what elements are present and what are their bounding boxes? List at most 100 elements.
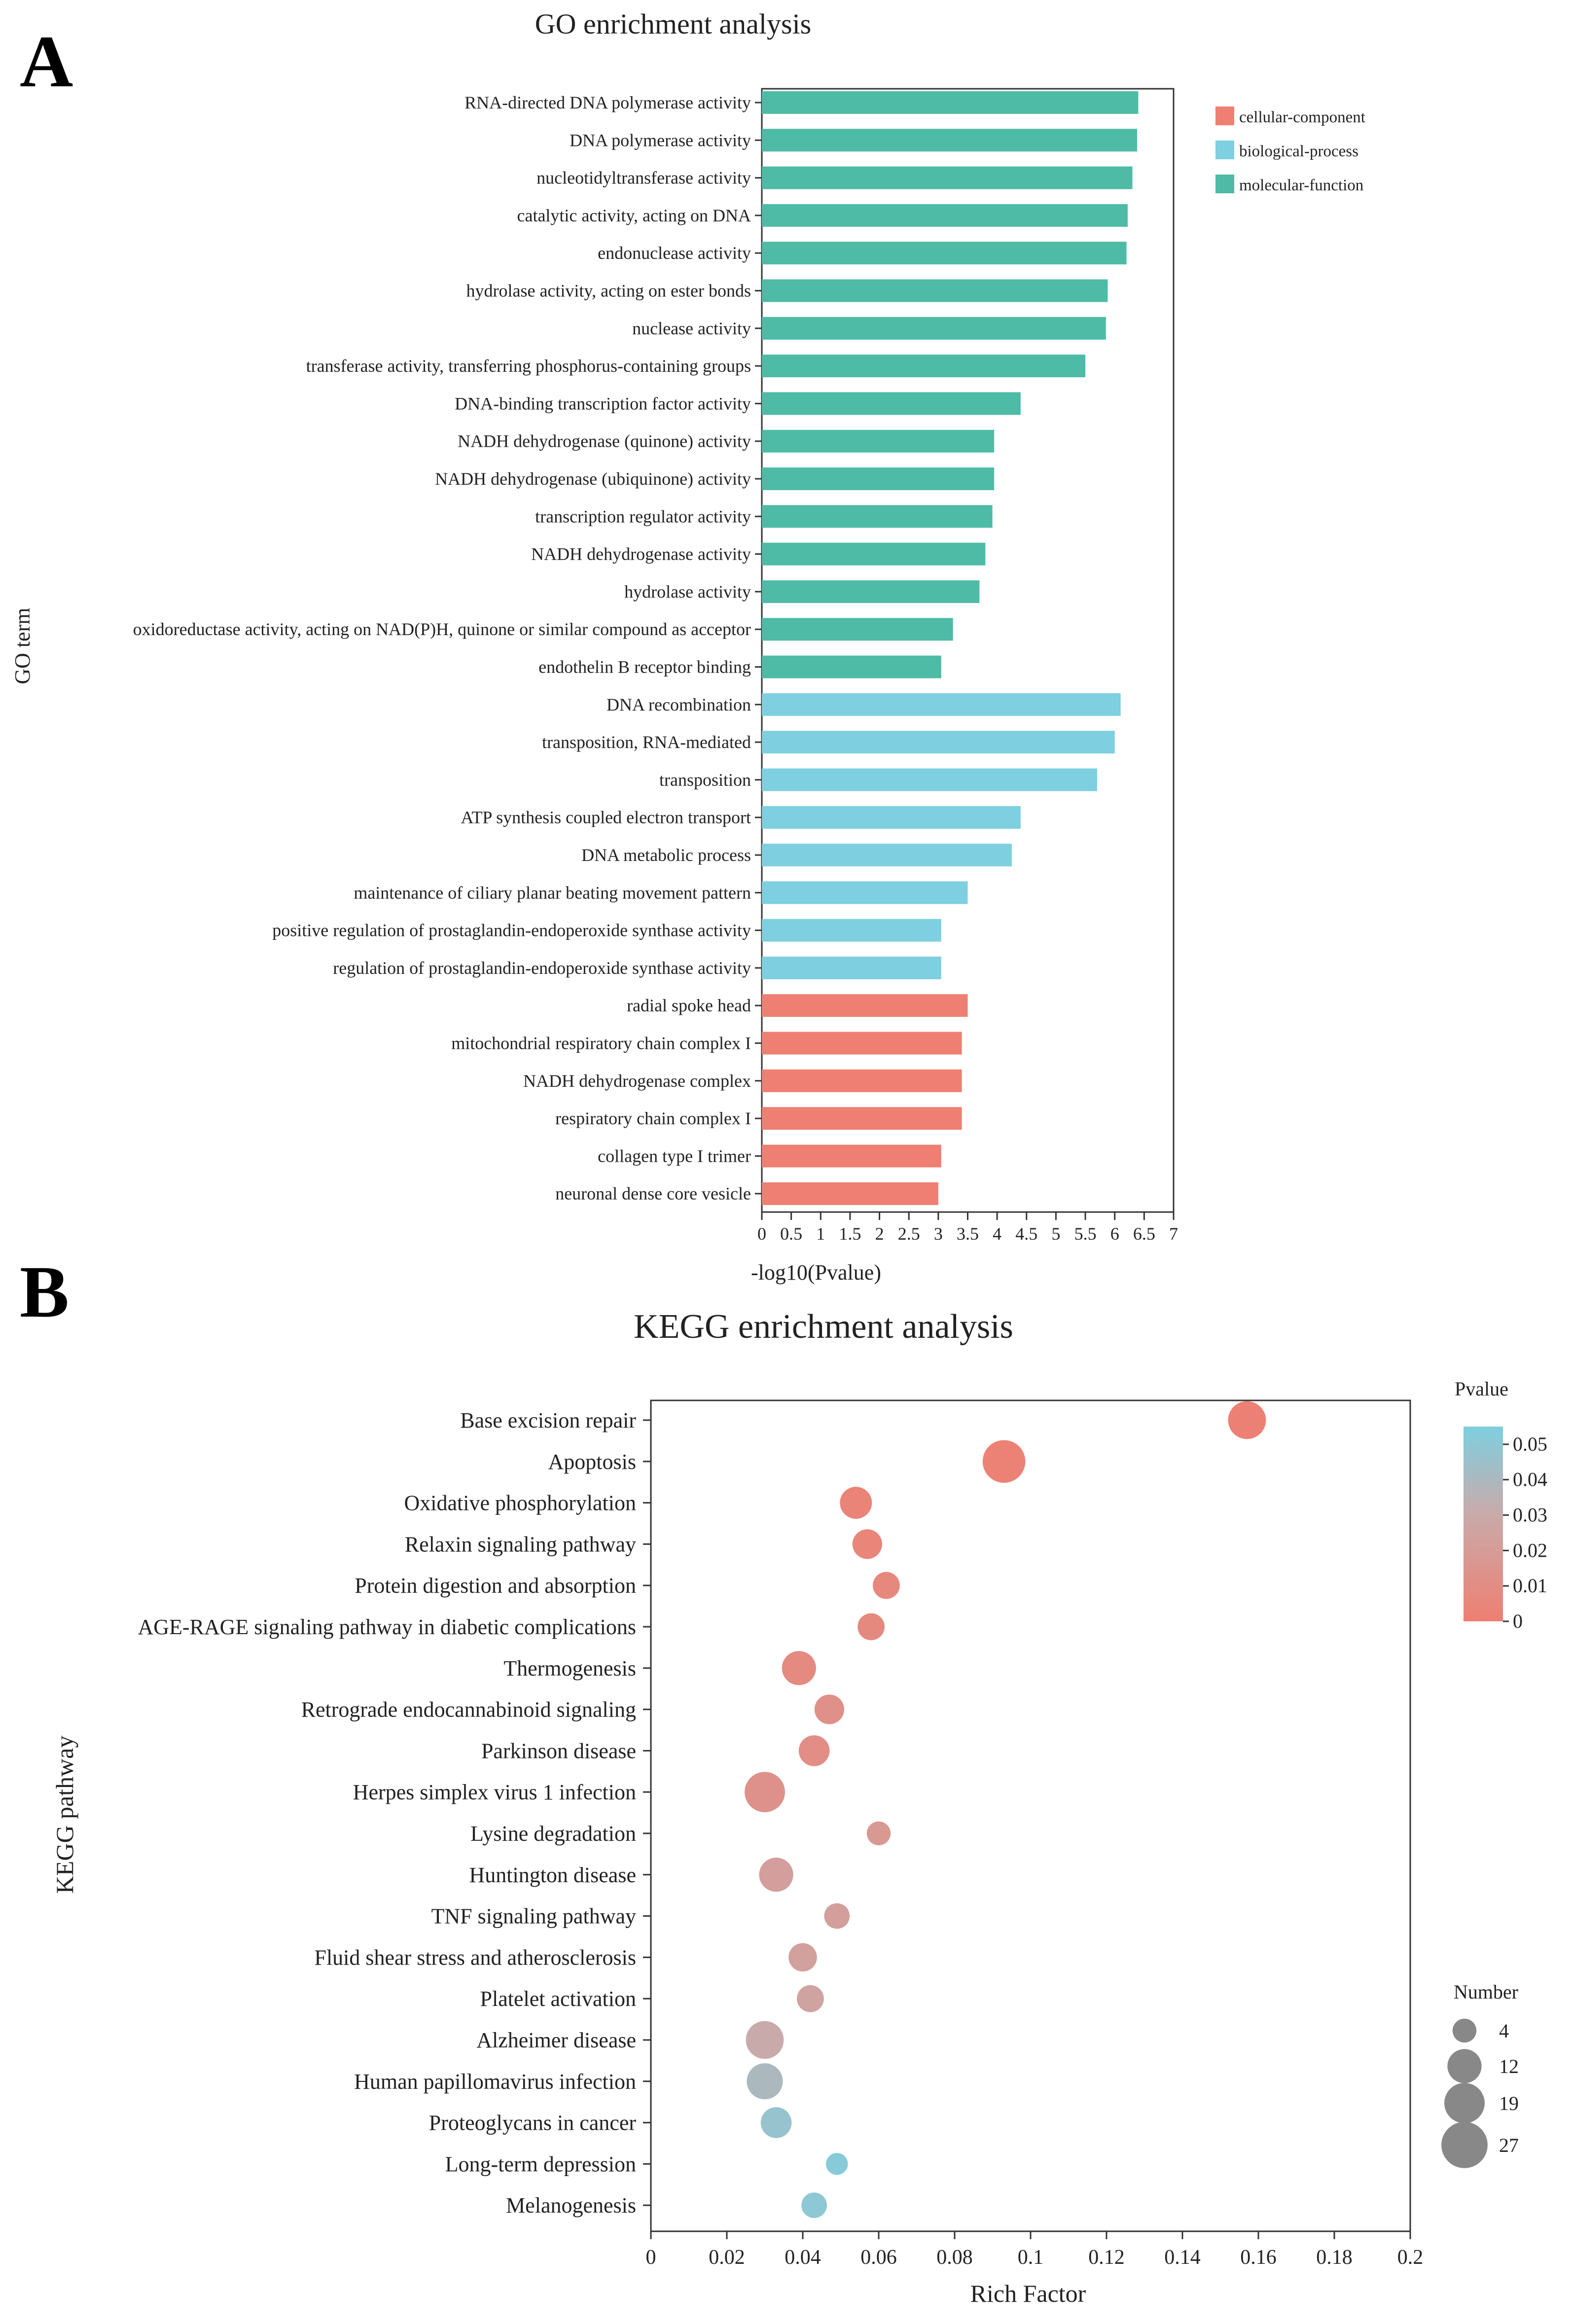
go-x-tick-label: 0.5 <box>780 1224 802 1244</box>
go-legend-label-biological-process: biological-process <box>1239 143 1358 160</box>
pvalue-tick-label: 0.02 <box>1513 1539 1547 1561</box>
go-legend-label-molecular-function: molecular-function <box>1239 177 1363 194</box>
kegg-pathway-label: Long-term depression <box>445 2152 636 2176</box>
kegg-chart: Base excision repair Apoptosis Oxidative p… <box>138 1399 1423 2269</box>
kegg-plot-frame <box>650 1399 1411 2232</box>
go-term-label: endothelin B receptor binding <box>538 657 751 677</box>
number-legend-label: 19 <box>1499 2092 1519 2114</box>
kegg-pathway-label: Parkinson disease <box>481 1739 636 1763</box>
number-legend-label: 12 <box>1499 2055 1519 2077</box>
number-legend-bubble <box>1444 2083 1485 2123</box>
go-term-label: transposition <box>659 770 751 789</box>
go-bar-oxidoreductase-activity-acting-on-nad-p-h-quinone-or-similar-compound-as-acceptor <box>762 618 953 641</box>
kegg-x-tick-label: 0.06 <box>860 2246 897 2269</box>
kegg-point-age-rage-signaling-pathway-in-diabetic-complications <box>857 1613 885 1641</box>
go-term-label: hydrolase activity <box>624 582 751 602</box>
go-x-tick-label: 5.5 <box>1074 1224 1097 1244</box>
kegg-pathway-label: Protein digestion and absorption <box>355 1573 636 1598</box>
go-legend-swatch-molecular-function <box>1215 175 1234 193</box>
go-term-label: DNA polymerase activity <box>570 130 751 150</box>
go-y-axis-label: GO term <box>10 608 35 684</box>
number-legend-bubble <box>1447 2049 1482 2083</box>
kegg-pathway-label: Herpes simplex virus 1 infection <box>353 1780 636 1804</box>
kegg-point-lysine-degradation <box>866 1821 891 1846</box>
kegg-point-huntington-disease <box>759 1858 793 1892</box>
go-x-tick-label: 1.5 <box>839 1224 861 1244</box>
go-bar-nuclease-activity <box>762 317 1106 340</box>
go-term-label: neuronal dense core vesicle <box>555 1184 751 1204</box>
kegg-y-axis-label: KEGG pathway <box>51 1736 78 1894</box>
go-bar-transferase-activity-transferring-phosphorus-containing-groups <box>762 355 1086 378</box>
kegg-pathway-label: Retrograde endocannabinoid signaling <box>301 1698 636 1722</box>
go-bar-transcription-regulator-activity <box>762 505 993 528</box>
kegg-point-oxidative-phosphorylation <box>840 1487 872 1519</box>
go-x-axis-label: -log10(Pvalue) <box>751 1260 881 1285</box>
go-x-tick-label: 3.5 <box>957 1224 979 1244</box>
go-x-tick-label: 6 <box>1110 1224 1119 1244</box>
go-legend-label-cellular-component: cellular-component <box>1239 108 1365 126</box>
pvalue-tick-label: 0 <box>1513 1610 1523 1632</box>
kegg-pathway-label: Human papillomavirus infection <box>354 2070 636 2094</box>
kegg-pathway-label: Melanogenesis <box>506 2193 636 2217</box>
go-term-label: DNA recombination <box>607 695 751 715</box>
pvalue-legend-ticks: 0.05 0.04 0.03 0.02 0.01 0 <box>1503 1433 1547 1632</box>
go-term-label: positive regulation of prostaglandin-end… <box>272 921 751 940</box>
go-x-tick-label: 3 <box>934 1224 943 1244</box>
kegg-pathway-label: TNF signaling pathway <box>431 1904 636 1929</box>
number-legend-label: 4 <box>1499 2020 1509 2042</box>
go-chart-title: GO enrichment analysis <box>535 8 812 40</box>
kegg-pathway-label: Base excision repair <box>460 1408 636 1432</box>
kegg-x-axis-label: Rich Factor <box>970 2280 1086 2307</box>
kegg-point-parkinson-disease <box>798 1735 830 1766</box>
kegg-x-tick-label: 0.16 <box>1240 2246 1277 2269</box>
go-bar-endothelin-b-receptor-binding <box>762 655 941 679</box>
pvalue-legend-title: Pvalue <box>1455 1378 1508 1400</box>
go-bar-hydrolase-activity-acting-on-ester-bonds <box>762 279 1108 302</box>
go-bar-maintenance-of-ciliary-planar-beating-movement-pattern <box>762 881 968 904</box>
kegg-pathway-label: Fluid shear stress and atherosclerosis <box>314 1945 636 1969</box>
go-bar-regulation-of-prostaglandin-endoperoxide-synthase-activity <box>762 956 941 979</box>
kegg-pathway-label: Proteoglycans in cancer <box>429 2111 637 2135</box>
go-bar-dna-polymerase-activity <box>762 129 1138 152</box>
panel-label-b: B <box>20 1251 69 1333</box>
pvalue-tick-label: 0.01 <box>1513 1574 1547 1597</box>
go-term-label: nuclease activity <box>632 319 751 338</box>
kegg-pathway-label: Relaxin signaling pathway <box>405 1532 636 1556</box>
pvalue-colorbar <box>1464 1427 1503 1621</box>
kegg-point-relaxin-signaling-pathway <box>852 1529 882 1559</box>
go-bar-dna-recombination <box>762 693 1121 716</box>
go-x-tick-label: 0 <box>757 1224 766 1244</box>
go-term-label: hydrolase activity, acting on ester bond… <box>466 281 751 301</box>
go-x-tick-label: 4 <box>993 1224 1001 1244</box>
go-x-tick-label: 4.5 <box>1015 1224 1037 1244</box>
go-term-label: ATP synthesis coupled electron transport <box>461 808 751 827</box>
kegg-point-alzheimer-disease <box>746 2021 784 2059</box>
go-term-label: catalytic activity, acting on DNA <box>517 206 751 225</box>
go-bar-catalytic-activity-acting-on-dna <box>762 204 1128 227</box>
kegg-pathway-label: Huntington disease <box>469 1863 636 1887</box>
number-legend-bubble <box>1452 2018 1477 2043</box>
go-term-label: mitochondrial respiratory chain complex … <box>451 1034 751 1053</box>
kegg-point-retrograde-endocannabinoid-signaling <box>814 1694 844 1724</box>
go-legend-swatch-cellular-component <box>1215 107 1234 125</box>
number-legend-label: 27 <box>1499 2134 1519 2156</box>
go-bar-nucleotidyltransferase-activity <box>762 166 1133 189</box>
kegg-x-tick-label: 0.12 <box>1088 2246 1125 2269</box>
kegg-point-melanogenesis <box>801 2192 827 2218</box>
kegg-x-tick-label: 0.02 <box>709 2246 745 2269</box>
go-term-label: NADH dehydrogenase activity <box>531 544 751 564</box>
go-term-label: DNA-binding transcription factor activit… <box>455 393 751 413</box>
go-term-label: endonuclease activity <box>598 243 751 263</box>
go-bar-radial-spoke-head <box>762 994 968 1017</box>
go-legend-swatch-biological-process <box>1215 141 1234 159</box>
kegg-point-tnf-signaling-pathway <box>824 1903 850 1929</box>
go-term-label: transferase activity, transferring phosp… <box>306 356 751 376</box>
panel-label-a: A <box>20 21 73 103</box>
go-bar-transposition <box>762 768 1097 791</box>
go-x-tick-label: 2 <box>875 1224 884 1244</box>
kegg-pathway-label: Thermogenesis <box>503 1656 636 1680</box>
go-term-label: transcription regulator activity <box>535 506 751 526</box>
go-bar-nadh-dehydrogenase-quinone-activity <box>762 429 995 453</box>
kegg-chart-title: KEGG enrichment analysis <box>634 1308 1013 1346</box>
